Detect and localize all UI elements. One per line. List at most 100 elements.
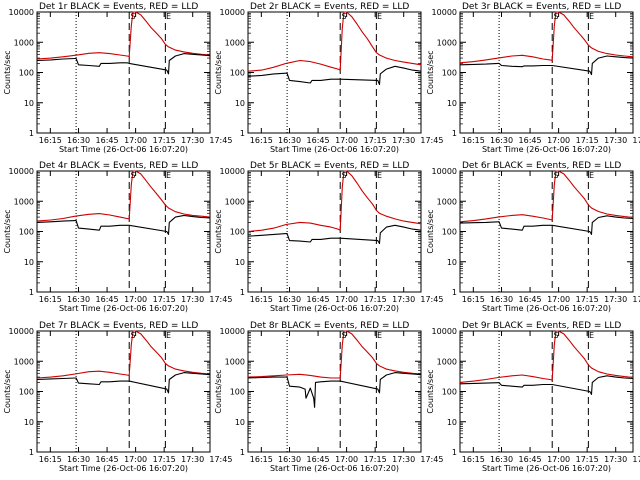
panel-1: Det 1r BLACK = Events, RED = LLD 1 10 100 10…: [3, 2, 232, 154]
x-tick-label: 16:15: [462, 455, 485, 464]
y-tick-label: 10: [235, 418, 245, 427]
y-tick-label: 10: [235, 99, 245, 108]
x-tick-label: 17:45: [209, 136, 232, 145]
x-tick-label: 17:00: [335, 455, 358, 464]
y-tick-label: 100: [19, 69, 34, 78]
series-events-black: [247, 224, 422, 245]
x-tick-label: 16:45: [307, 295, 330, 304]
x-axis-label: Start Time (26-Oct-06 16:07:20): [482, 304, 611, 313]
x-tick-label: 16:30: [490, 455, 513, 464]
x-tick-label: 17:00: [124, 455, 147, 464]
series-lld-red: [36, 330, 211, 379]
y-tick-label: 1: [240, 288, 245, 297]
plot-frame: [459, 11, 634, 134]
y-tick-label: 1000: [437, 197, 457, 206]
x-tick-label: 16:45: [519, 455, 542, 464]
marker-label-s: S: [130, 331, 135, 340]
marker-label-s: S: [341, 171, 346, 180]
y-axis-label: Counts/sec: [214, 209, 223, 253]
y-tick-label: 100: [230, 228, 245, 237]
plot-frame: [36, 170, 211, 293]
x-tick-label: 16:15: [39, 455, 62, 464]
plot-frame: [247, 11, 422, 134]
x-axis-label: Start Time (26-Oct-06 16:07:20): [270, 304, 399, 313]
panel-4: Det 4r BLACK = Events, RED = LLD 1 10 100 10…: [3, 161, 232, 313]
x-tick-label: 17:00: [547, 295, 570, 304]
plot-frame: [459, 170, 634, 293]
panel-title: Det 1r BLACK = Events, RED = LLD: [39, 2, 198, 12]
y-tick-label: 10: [24, 258, 34, 267]
x-tick-label: 16:30: [67, 136, 90, 145]
x-tick-label: 17:00: [124, 136, 147, 145]
x-axis-label: Start Time (26-Oct-06 16:07:20): [59, 464, 188, 473]
y-tick-label: 1: [240, 129, 245, 138]
series-events-black: [36, 214, 211, 235]
x-axis-label: Start Time (26-Oct-06 16:07:20): [482, 145, 611, 154]
y-tick-label: 10000: [432, 8, 457, 17]
x-axis-label: Start Time (26-Oct-06 16:07:20): [59, 304, 188, 313]
y-tick-label: 1: [452, 129, 457, 138]
x-tick-label: 17:15: [364, 136, 387, 145]
panel-title: Det 6r BLACK = Events, RED = LLD: [462, 161, 621, 171]
panel-7: Det 7r BLACK = Events, RED = LLD 1 10 100 10…: [3, 321, 232, 473]
y-tick-label: 10000: [9, 8, 34, 17]
y-axis-label: Counts/sec: [3, 50, 12, 94]
panel-6: Det 6r BLACK = Events, RED = LLD 1 10 100 10…: [426, 161, 640, 313]
plot-frame: [247, 170, 422, 293]
x-tick-label: 17:45: [420, 455, 443, 464]
y-tick-label: 10000: [9, 167, 34, 176]
x-tick-label: 17:30: [604, 455, 627, 464]
marker-label-s: S: [341, 12, 346, 21]
panel-title: Det 2r BLACK = Events, RED = LLD: [250, 2, 409, 12]
y-tick-label: 1000: [437, 38, 457, 47]
x-tick-label: 17:45: [632, 136, 640, 145]
panel-3: Det 3r BLACK = Events, RED = LLD 1 10 100 10…: [426, 2, 640, 154]
marker-label-e: E: [166, 171, 171, 180]
panel-8: Det 8r BLACK = Events, RED = LLD 1 10 100 10…: [214, 321, 443, 473]
y-axis-label: Counts/sec: [3, 209, 12, 253]
x-tick-label: 17:45: [632, 455, 640, 464]
marker-label-s: S: [553, 12, 558, 21]
x-tick-label: 17:15: [153, 455, 176, 464]
y-axis-label: Counts/sec: [3, 369, 12, 413]
panel-title: Det 8r BLACK = Events, RED = LLD: [250, 321, 409, 331]
y-tick-label: 1000: [225, 38, 245, 47]
y-tick-label: 10: [24, 418, 34, 427]
series-events-black: [247, 372, 422, 408]
y-tick-label: 10000: [432, 167, 457, 176]
y-tick-label: 1000: [225, 197, 245, 206]
panel-2: Det 2r BLACK = Events, RED = LLD 1 10 100 10…: [214, 2, 443, 154]
y-axis-label: Counts/sec: [214, 369, 223, 413]
x-tick-label: 17:00: [547, 136, 570, 145]
x-tick-label: 16:45: [307, 455, 330, 464]
y-tick-label: 10: [447, 99, 457, 108]
y-tick-label: 10000: [220, 327, 245, 336]
x-tick-label: 17:45: [420, 295, 443, 304]
series-lld-red: [459, 11, 634, 64]
y-tick-label: 1000: [14, 197, 34, 206]
x-tick-label: 17:00: [335, 136, 358, 145]
y-axis-label: Counts/sec: [426, 209, 435, 253]
x-tick-label: 16:45: [519, 295, 542, 304]
y-axis-label: Counts/sec: [426, 50, 435, 94]
plot-frame: [459, 330, 634, 453]
panel-5: Det 5r BLACK = Events, RED = LLD 1 10 100 10…: [214, 161, 443, 313]
y-tick-label: 1: [240, 448, 245, 457]
y-tick-label: 10000: [432, 327, 457, 336]
x-tick-label: 16:45: [307, 136, 330, 145]
y-tick-label: 100: [442, 388, 457, 397]
x-tick-label: 17:00: [547, 455, 570, 464]
y-tick-label: 1: [452, 288, 457, 297]
series-lld-red: [459, 170, 634, 223]
x-tick-label: 16:45: [96, 136, 119, 145]
x-tick-label: 16:30: [278, 295, 301, 304]
marker-label-s: S: [341, 331, 346, 340]
x-tick-label: 16:30: [490, 136, 513, 145]
marker-label-e: E: [166, 331, 171, 340]
series-lld-red: [247, 330, 422, 379]
x-tick-label: 16:45: [96, 295, 119, 304]
series-lld-red: [247, 11, 422, 72]
series-events-black: [36, 53, 211, 75]
marker-label-e: E: [589, 12, 594, 21]
